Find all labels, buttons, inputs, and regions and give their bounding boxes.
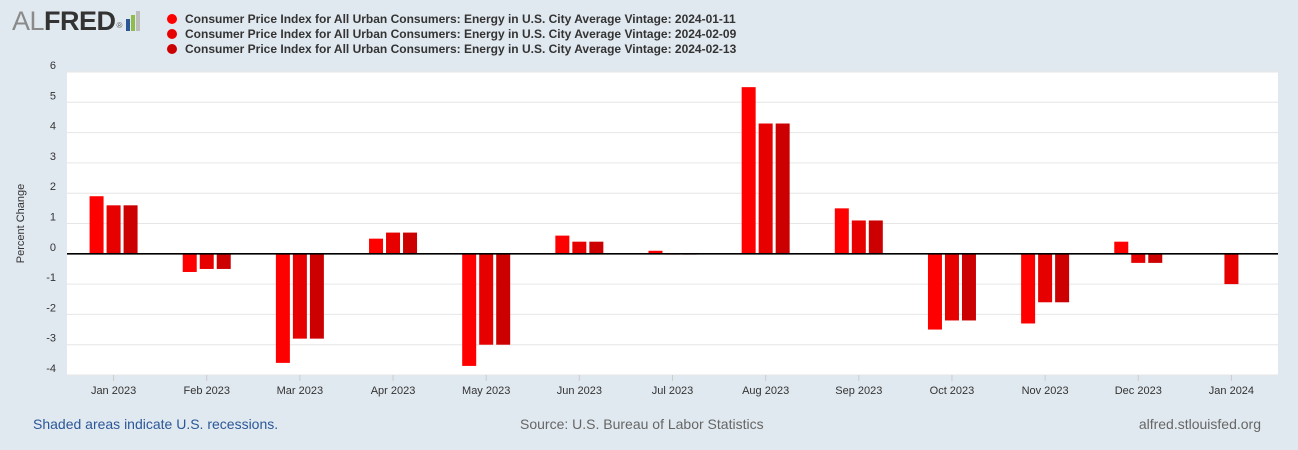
bar-3-may-2023[interactable] <box>496 253 511 345</box>
bar-2-jan-2023[interactable] <box>106 205 121 254</box>
chart-area: 6 5 4 3 2 1 0 -1 -2 -3 -4 Percent Change Jan 2023 Feb… <box>0 0 1298 410</box>
x-tick-label: Nov 2023 <box>1022 385 1069 397</box>
bar-2-aug-2023[interactable] <box>758 123 773 254</box>
bar-3-nov-2023[interactable] <box>1055 253 1070 303</box>
y-tick-label: 4 <box>50 121 56 133</box>
bar-1-dec-2023[interactable] <box>1114 241 1129 254</box>
alfred-logo[interactable]: AL FRED ® <box>12 6 140 36</box>
legend-item-vintage-2024-02-09[interactable]: Consumer Price Index for All Urban Consu… <box>167 26 736 41</box>
y-tick-label: 3 <box>50 151 56 163</box>
bar-2-oct-2023[interactable] <box>944 253 959 321</box>
legend-marker-icon <box>167 13 177 24</box>
bar-3-mar-2023[interactable] <box>309 253 324 339</box>
x-tick-label: Mar 2023 <box>277 385 323 397</box>
legend-item-vintage-2024-01-11[interactable]: Consumer Price Index for All Urban Consu… <box>167 11 736 26</box>
bar-chart[interactable]: 6 5 4 3 2 1 0 -1 -2 -3 -4 Percent Change Jan 2023 Feb… <box>0 0 1298 410</box>
y-tick-label: -1 <box>46 272 56 284</box>
logo-prefix: AL <box>12 5 45 36</box>
x-tick-label: Jan 2024 <box>1209 385 1254 397</box>
bar-2-apr-2023[interactable] <box>386 232 401 254</box>
y-axis-label: Percent Change <box>15 184 27 264</box>
logo-bars-icon <box>125 11 140 31</box>
x-tick-label: Oct 2023 <box>930 385 975 397</box>
y-tick-label: 0 <box>50 242 56 254</box>
bar-1-may-2023[interactable] <box>462 253 477 366</box>
bar-2-may-2023[interactable] <box>479 253 494 345</box>
bar-3-feb-2023[interactable] <box>216 253 231 269</box>
legend-label: Consumer Price Index for All Urban Consu… <box>185 11 736 26</box>
x-tick-label: Jul 2023 <box>652 385 694 397</box>
y-tick-label: -4 <box>46 363 56 375</box>
bar-1-nov-2023[interactable] <box>1021 253 1036 324</box>
source-note: Source: U.S. Bureau of Labor Statistics <box>520 416 764 432</box>
bar-2-sep-2023[interactable] <box>851 220 866 254</box>
bar-2-dec-2023[interactable] <box>1131 253 1146 263</box>
legend-marker-icon <box>167 43 177 54</box>
bar-2-mar-2023[interactable] <box>292 253 307 339</box>
x-tick-label: May 2023 <box>462 385 510 397</box>
x-tick-label: Feb 2023 <box>183 385 229 397</box>
bar-3-sep-2023[interactable] <box>868 220 883 254</box>
bar-2-jan-2024[interactable] <box>1224 253 1239 285</box>
bar-1-sep-2023[interactable] <box>834 208 849 254</box>
bar-1-jul-2023[interactable] <box>648 250 663 254</box>
bar-3-jan-2023[interactable] <box>123 205 138 254</box>
chart-footer: Shaded areas indicate U.S. recessions. S… <box>0 412 1298 440</box>
y-tick-label: 2 <box>50 181 56 193</box>
legend-label: Consumer Price Index for All Urban Consu… <box>185 26 737 41</box>
bar-1-mar-2023[interactable] <box>275 253 290 363</box>
bar-2-nov-2023[interactable] <box>1038 253 1053 303</box>
bar-1-feb-2023[interactable] <box>182 253 197 272</box>
y-tick-label: 1 <box>50 212 56 224</box>
bar-2-jun-2023[interactable] <box>572 241 587 254</box>
chart-header: AL FRED ® Consumer Price Index for All U… <box>0 0 1298 62</box>
bar-1-aug-2023[interactable] <box>741 87 756 254</box>
chart-legend: Consumer Price Index for All Urban Consu… <box>167 11 736 56</box>
x-tick-label: Dec 2023 <box>1115 385 1162 397</box>
bar-3-oct-2023[interactable] <box>961 253 976 321</box>
legend-marker-icon <box>167 28 177 39</box>
bar-1-jan-2023[interactable] <box>89 196 104 254</box>
bar-1-apr-2023[interactable] <box>369 238 384 254</box>
legend-label: Consumer Price Index for All Urban Consu… <box>185 41 737 56</box>
y-tick-label: -2 <box>46 302 56 314</box>
x-tick-label: Apr 2023 <box>371 385 416 397</box>
bar-3-jun-2023[interactable] <box>589 241 604 254</box>
x-tick-label: Jan 2023 <box>91 385 136 397</box>
logo-name: FRED <box>44 5 116 36</box>
logo-registered-mark: ® <box>116 21 123 30</box>
y-tick-label: 5 <box>50 90 56 102</box>
y-tick-label: -3 <box>46 333 56 345</box>
bar-3-dec-2023[interactable] <box>1148 253 1163 263</box>
x-tick-label: Aug 2023 <box>742 385 789 397</box>
site-link[interactable]: alfred.stlouisfed.org <box>1138 416 1261 432</box>
recessions-note: Shaded areas indicate U.S. recessions. <box>33 416 279 432</box>
bar-3-apr-2023[interactable] <box>403 232 418 254</box>
bar-1-oct-2023[interactable] <box>927 253 942 330</box>
bar-1-jun-2023[interactable] <box>555 235 570 254</box>
y-tick-label: 6 <box>50 60 56 72</box>
x-tick-label: Sep 2023 <box>835 385 882 397</box>
legend-item-vintage-2024-02-13[interactable]: Consumer Price Index for All Urban Consu… <box>167 41 736 56</box>
x-tick-label: Jun 2023 <box>557 385 602 397</box>
bar-3-aug-2023[interactable] <box>775 123 790 254</box>
bar-2-feb-2023[interactable] <box>199 253 214 269</box>
